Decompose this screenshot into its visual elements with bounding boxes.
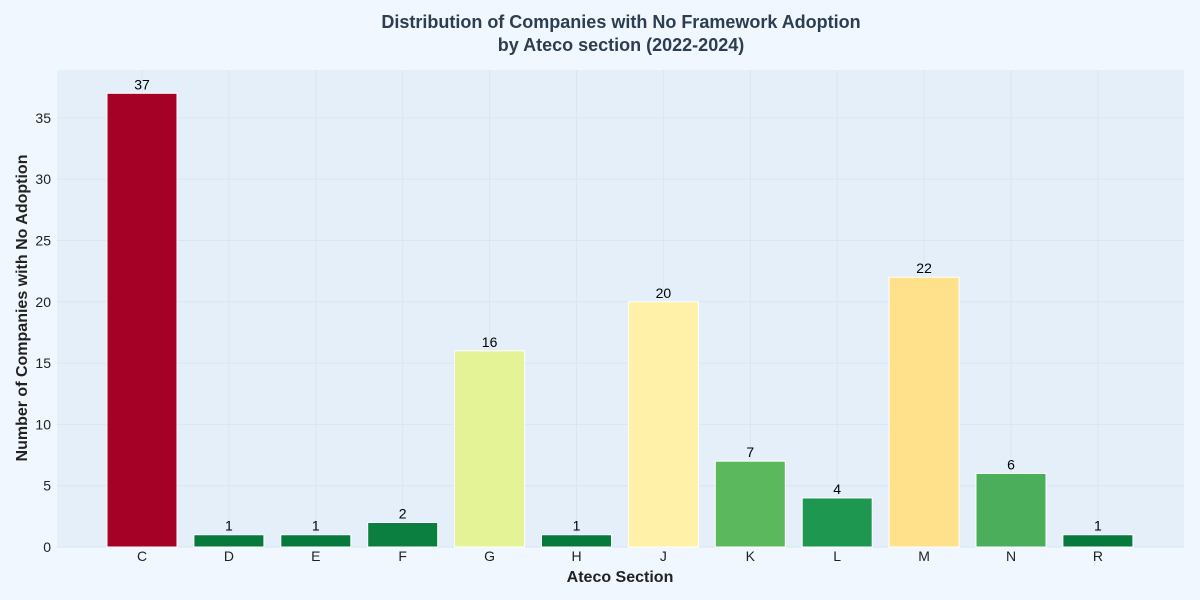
x-tick-label-G: G [484,548,495,564]
bar-E [280,534,352,548]
y-axis-label: Number of Companies with No Adoption [14,155,31,462]
data-label-F: 2 [399,505,407,521]
bar-H [541,534,612,548]
data-label-G: 16 [482,334,498,350]
y-tick-label: 5 [43,478,51,494]
data-label-N: 6 [1007,456,1015,472]
bar-D [193,534,265,548]
x-tick-label-K: K [746,548,756,564]
bar-M [888,276,960,548]
bar-R [1062,534,1134,548]
data-label-E: 1 [312,518,320,534]
data-label-K: 7 [746,444,754,460]
y-tick-label: 30 [35,171,51,187]
data-label-L: 4 [833,481,841,497]
data-label-H: 1 [573,518,581,534]
x-tick-label-H: H [571,548,581,564]
x-tick-label-E: E [311,548,320,564]
y-tick-label: 15 [35,355,51,371]
x-tick-label-N: N [1006,548,1016,564]
x-tick-label-R: R [1093,548,1103,564]
plot-area [57,70,1184,547]
bar-F [367,521,439,548]
data-label-R: 1 [1094,518,1102,534]
bar-L [801,497,873,548]
y-tick-label: 0 [43,539,51,555]
chart-title-line-2: by Ateco section (2022-2024) [498,35,744,55]
data-label-J: 20 [656,285,672,301]
bar-J [627,301,699,548]
x-tick-label-M: M [918,548,930,564]
bars [106,92,1134,548]
data-label-C: 37 [134,76,150,92]
x-tick-label-F: F [398,548,407,564]
bar-C [106,92,178,548]
y-tick-label: 35 [35,110,51,126]
bar-N [975,472,1047,548]
x-tick-label-D: D [224,548,234,564]
data-label-M: 22 [916,260,932,276]
y-tick-label: 25 [35,232,51,248]
x-axis-label: Ateco Section [567,569,674,586]
chart-title-line-1: Distribution of Companies with No Framew… [381,12,860,32]
x-tick-label-J: J [660,548,667,564]
tick-labels: 0 5 10 15 20 25 30 35 C D E F G H J K L M N R [35,110,1103,564]
x-tick-label-L: L [833,548,841,564]
bar-G [454,350,526,548]
y-tick-label: 10 [35,416,51,432]
y-tick-label: 20 [35,294,51,310]
bar-K [714,460,786,548]
data-labels: 37 1 1 2 16 1 20 7 4 22 6 1 [134,76,1102,533]
data-label-D: 1 [225,518,233,534]
x-tick-label-C: C [137,548,147,564]
